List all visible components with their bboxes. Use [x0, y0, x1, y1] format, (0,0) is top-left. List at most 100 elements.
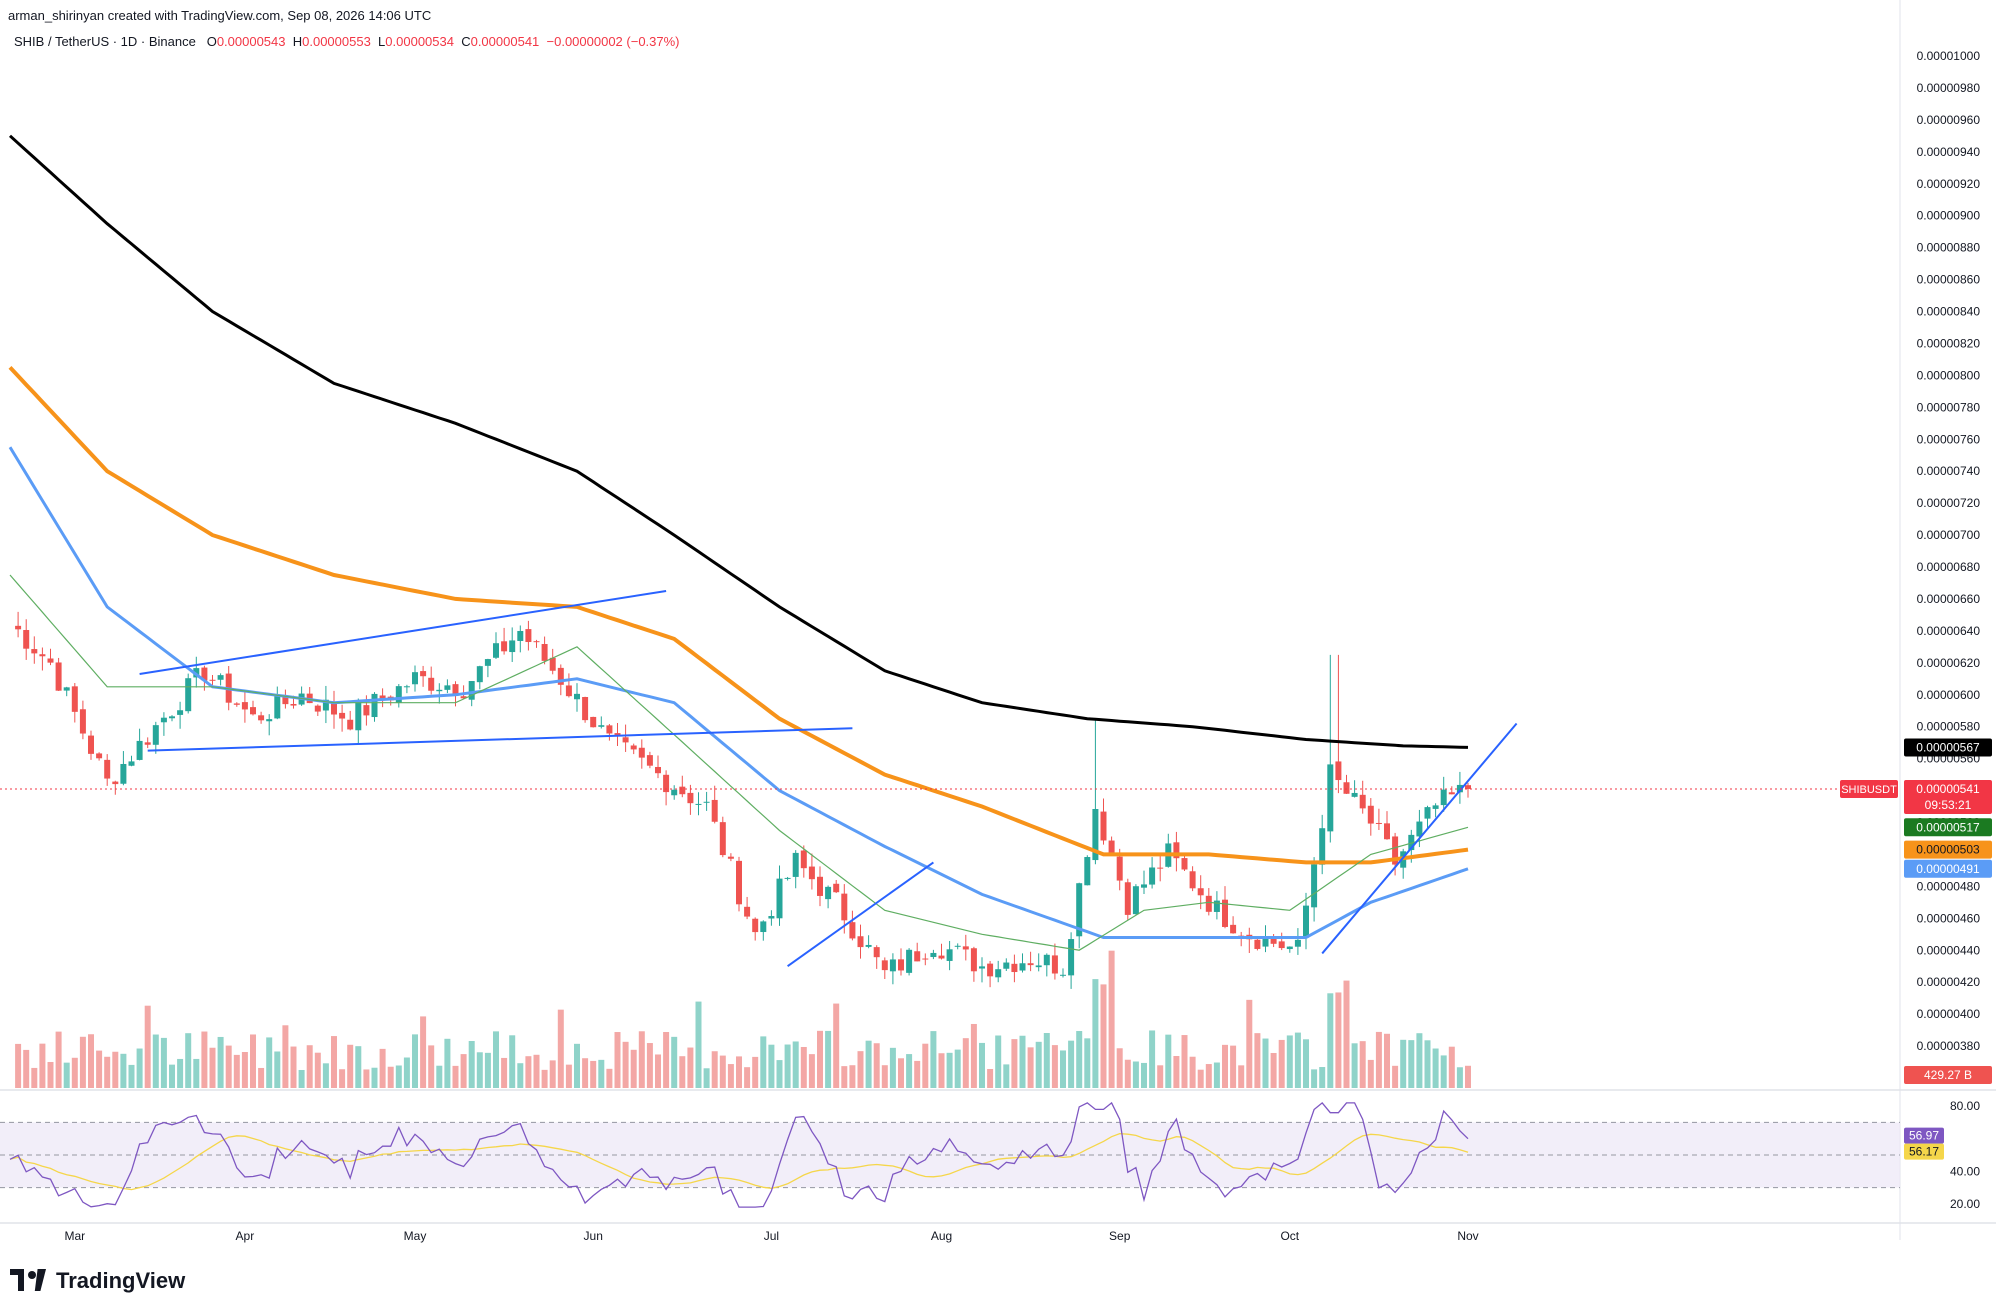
- chart-credit: arman_shirinyan created with TradingView…: [8, 8, 432, 23]
- volume-bar: [679, 1056, 686, 1088]
- volume-bar: [1238, 1065, 1245, 1088]
- volume-bar: [274, 1051, 281, 1088]
- candle-body: [96, 753, 103, 759]
- candle-body: [395, 686, 402, 703]
- volume-bar: [185, 1033, 192, 1088]
- y-tick-label: 0.00000660: [1917, 592, 1981, 606]
- candle-body: [630, 745, 637, 750]
- volume-bar: [1343, 980, 1350, 1088]
- volume-bar: [1092, 979, 1099, 1088]
- candle-body: [1384, 823, 1390, 840]
- candle-body: [1367, 805, 1374, 824]
- y-tick-label: 0.00001000: [1917, 49, 1981, 63]
- x-tick-label: Oct: [1280, 1229, 1299, 1243]
- volume-bar: [1222, 1044, 1228, 1088]
- candle-body: [55, 662, 62, 691]
- volume-bar: [1141, 1062, 1147, 1088]
- rsi-ma-tag: 56.17: [1909, 1145, 1939, 1159]
- tradingview-logo[interactable]: TradingView: [10, 1268, 185, 1294]
- ma50-tag-bg: [1904, 859, 1992, 878]
- volume-bar: [825, 1030, 832, 1088]
- symbol-info: SHIB / TetherUS · 1D · Binance O0.000005…: [14, 34, 680, 49]
- volume-bar: [687, 1047, 694, 1088]
- volume-bar: [1189, 1056, 1196, 1088]
- ma20-tag: 0.00000517: [1916, 820, 1980, 834]
- volume-bar: [881, 1065, 888, 1088]
- candle-body: [1222, 899, 1228, 927]
- candle-body: [808, 866, 815, 880]
- candle-body: [768, 916, 775, 919]
- candle-body: [541, 644, 548, 661]
- volume-bar: [930, 1031, 937, 1088]
- volume-bar: [914, 1060, 921, 1088]
- y-tick-label: 0.00000700: [1917, 528, 1981, 542]
- volume-bar: [1230, 1045, 1237, 1088]
- candle-body: [1043, 954, 1050, 966]
- volume-bar: [331, 1036, 337, 1088]
- volume-bar: [1416, 1033, 1423, 1088]
- candle-body: [1141, 884, 1147, 888]
- volume-bar: [355, 1046, 362, 1088]
- rsi-ma-line: [9, 1132, 1469, 1191]
- volume-tag-bg: [1904, 1066, 1992, 1084]
- candle-body: [71, 686, 78, 712]
- volume-bar: [1213, 1062, 1220, 1088]
- volume-bar: [1294, 1032, 1301, 1088]
- candle-body: [687, 792, 694, 804]
- candle-body: [1100, 811, 1107, 841]
- x-tick-label: May: [404, 1229, 427, 1243]
- volume-bar: [808, 1054, 815, 1088]
- candle-body: [23, 630, 30, 649]
- y-tick-label: 0.00000580: [1917, 720, 1981, 734]
- volume-bar: [31, 1067, 38, 1088]
- volume-bar: [1076, 1031, 1083, 1088]
- y-tick-label: 0.00000460: [1917, 911, 1981, 925]
- ma100-tag-bg: [1904, 840, 1992, 859]
- volume-bar: [752, 1056, 759, 1088]
- candle-body: [776, 878, 783, 919]
- high-label: H: [292, 34, 303, 49]
- candle-body: [1465, 785, 1471, 789]
- candle-body: [104, 759, 111, 779]
- volume-bar: [55, 1031, 62, 1088]
- volume-bar: [1311, 1069, 1318, 1088]
- candle-body: [250, 707, 256, 715]
- y-tick-label: 0.00000880: [1917, 241, 1981, 255]
- candle-body: [1294, 939, 1301, 947]
- volume-bar: [1351, 1043, 1358, 1088]
- volume-bar: [671, 1036, 678, 1088]
- candle-body: [322, 699, 329, 711]
- volume-bar: [889, 1047, 896, 1088]
- candle-body: [1084, 857, 1091, 886]
- y-tick-label: 0.00000440: [1917, 943, 1981, 957]
- volume-bar: [614, 1032, 621, 1088]
- volume-bar: [1392, 1065, 1399, 1088]
- volume-bar: [436, 1065, 443, 1088]
- candle-body: [452, 684, 459, 696]
- volume-bar: [744, 1067, 751, 1088]
- candle-body: [201, 667, 208, 681]
- volume-bar: [1262, 1038, 1269, 1088]
- volume-bar: [1384, 1033, 1390, 1088]
- candle-body: [1359, 794, 1366, 809]
- candle-body: [290, 703, 297, 706]
- candle-body: [1303, 905, 1309, 938]
- volume-bar: [225, 1045, 232, 1088]
- candle-body: [744, 906, 751, 917]
- candle-body: [355, 702, 362, 731]
- volume-bar: [363, 1069, 370, 1088]
- low-value: 0.00000534: [385, 34, 454, 49]
- volume-bar: [817, 1030, 823, 1088]
- candle-body: [1181, 858, 1188, 870]
- volume-bar: [1254, 1033, 1261, 1088]
- y-tick-label: 0.00000960: [1917, 113, 1981, 127]
- volume-bar: [1456, 1067, 1463, 1088]
- countdown-tag: 09:53:21: [1925, 798, 1972, 812]
- candle-body: [209, 679, 216, 681]
- last-price-tag-bg: [1904, 779, 1992, 814]
- volume-bar: [1440, 1055, 1447, 1088]
- volume-bar: [760, 1036, 767, 1088]
- volume-bar: [638, 1031, 645, 1088]
- candle-body: [1116, 856, 1123, 881]
